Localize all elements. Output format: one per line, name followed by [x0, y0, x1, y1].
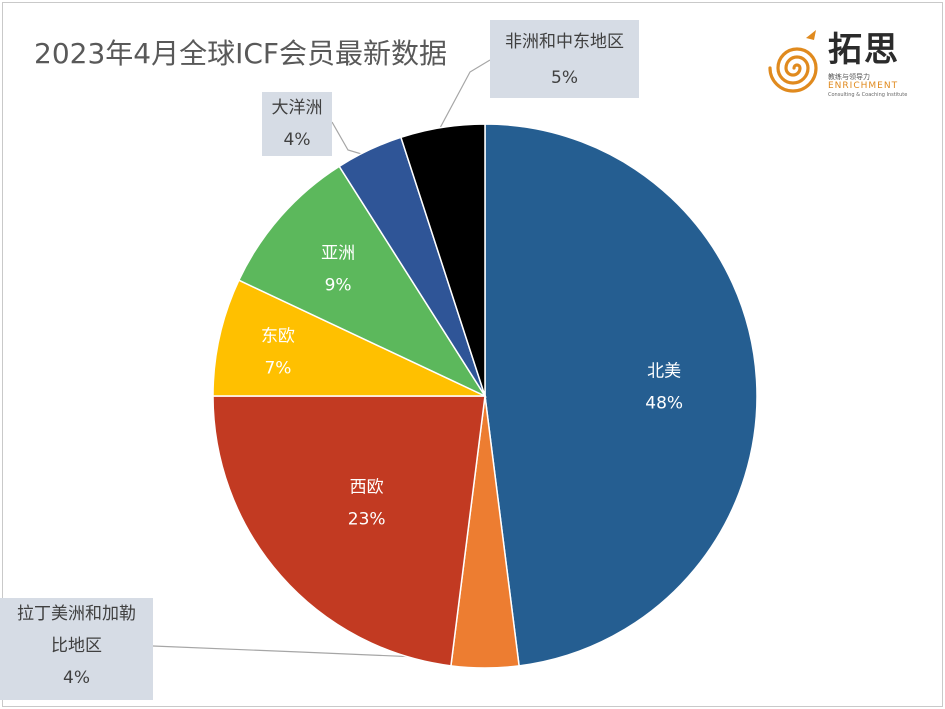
logo-chinese-name: 拓思	[828, 30, 900, 70]
callout-latam-pct: 4%	[63, 668, 90, 688]
callout-oceania-line1: 大洋洲	[271, 98, 323, 118]
chart-title: 2023年4月全球ICF会员最新数据	[34, 37, 447, 70]
slice-label-4: 亚洲	[321, 243, 355, 263]
callout-mea-line1: 非洲和中东地区	[505, 32, 624, 52]
callout-mea-pct: 5%	[551, 68, 578, 88]
slice-value-3: 7%	[264, 359, 291, 379]
callout-latam: 拉丁美洲和加勒 比地区 4%	[0, 598, 153, 700]
logo-tagline: Consulting & Coaching Institute	[828, 92, 908, 98]
callout-latam-line2: 比地区	[51, 636, 102, 656]
slice-value-2: 23%	[348, 509, 386, 529]
logo-subtitle: 教练与领导力	[828, 73, 870, 81]
logo: 拓思 教练与领导力 ENRICHMENT Consulting & Coachi…	[768, 22, 908, 102]
logo-english-name: ENRICHMENT	[828, 81, 899, 91]
callout-mea: 非洲和中东地区 5%	[490, 20, 639, 98]
callout-latam-line1: 拉丁美洲和加勒	[17, 604, 136, 624]
spiral-logo-icon	[768, 30, 818, 93]
slice-label-0: 北美	[647, 362, 681, 382]
pie-slice-2	[212, 395, 486, 667]
pie-slice-6	[400, 123, 486, 397]
pie-slice-4	[237, 165, 488, 398]
pie-slices	[212, 123, 758, 669]
slice-label-3: 东欧	[261, 327, 295, 347]
slice-label-2: 西欧	[350, 477, 384, 497]
callout-oceania: 大洋洲 4%	[262, 92, 332, 156]
inside-labels: 北美 48% 西欧 23% 东欧 7% 亚洲 9%	[261, 243, 683, 529]
pie-slice-0	[484, 123, 758, 667]
pie-slice-3	[212, 279, 486, 397]
slice-value-0: 48%	[645, 394, 683, 414]
slice-value-4: 9%	[325, 275, 352, 295]
callout-oceania-pct: 4%	[283, 130, 311, 150]
